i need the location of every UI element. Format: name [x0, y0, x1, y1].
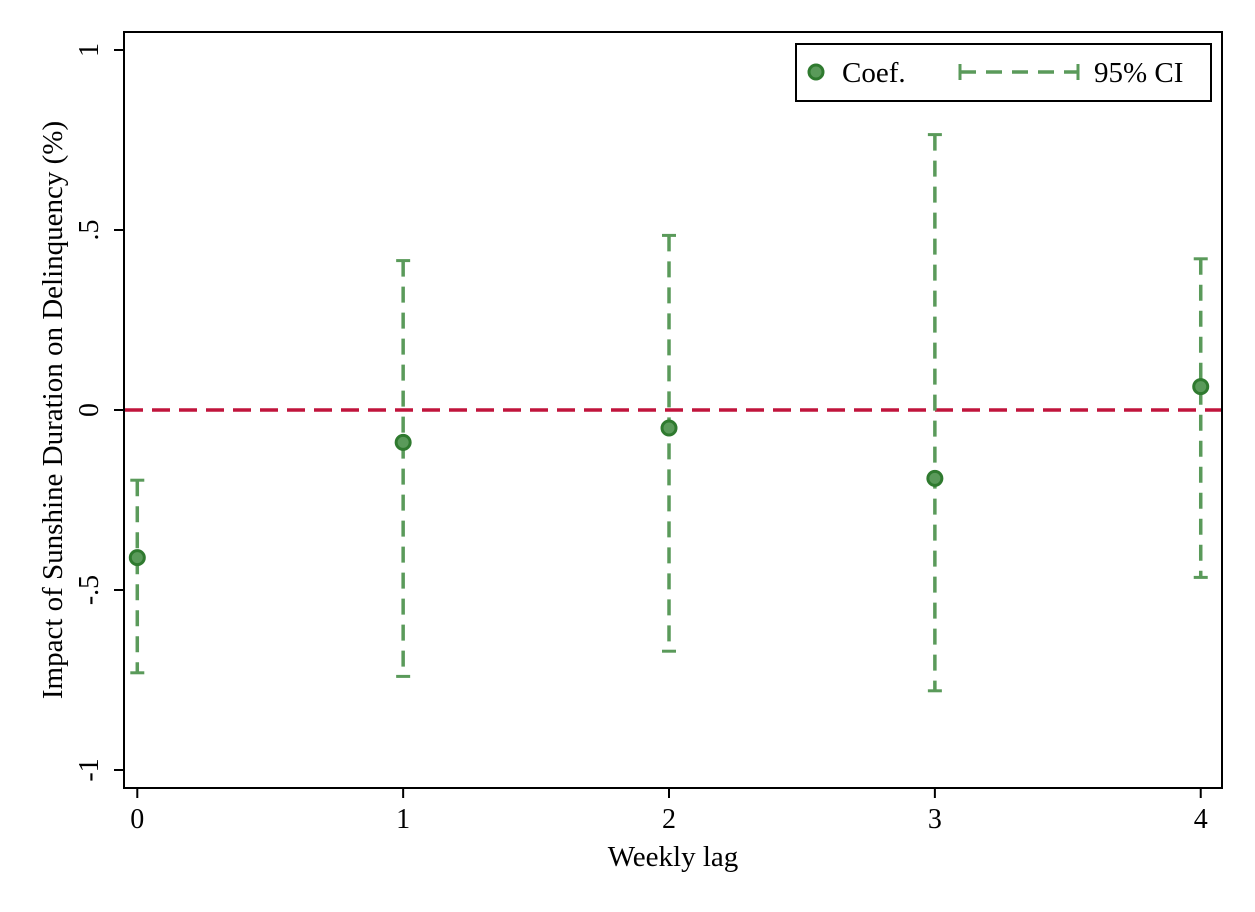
y-tick-label: .5 — [74, 220, 105, 241]
coef-point — [394, 433, 412, 451]
legend-coef-marker — [807, 63, 825, 81]
coef-point — [128, 549, 146, 567]
x-tick-label: 4 — [1194, 804, 1208, 835]
y-tick-label: -1 — [74, 758, 105, 781]
coef-point — [926, 469, 944, 487]
coef-point — [1192, 378, 1210, 396]
x-axis: 0 1 2 3 4 — [130, 788, 1208, 835]
legend-ci-label: 95% CI — [1094, 57, 1183, 89]
legend-box — [795, 43, 1212, 102]
y-tick-label: 1 — [74, 43, 105, 57]
x-tick-label: 1 — [396, 804, 410, 835]
legend: Coef. 95% CI — [795, 43, 1212, 102]
y-tick-label: -.5 — [74, 575, 105, 605]
coefficient-points — [128, 378, 1210, 567]
x-tick-label: 3 — [928, 804, 942, 835]
coef-point — [660, 419, 678, 437]
y-tick-label: 0 — [74, 403, 105, 417]
legend-coef-label: Coef. — [842, 57, 906, 89]
x-tick-label: 2 — [662, 804, 676, 835]
x-axis-title: Weekly lag — [608, 841, 739, 873]
y-axis-title: Impact of Sunshine Duration on Delinquen… — [37, 121, 69, 699]
x-tick-label: 0 — [130, 804, 144, 835]
confidence-intervals — [130, 133, 1208, 693]
y-axis: -1 -.5 0 .5 1 — [74, 43, 124, 782]
